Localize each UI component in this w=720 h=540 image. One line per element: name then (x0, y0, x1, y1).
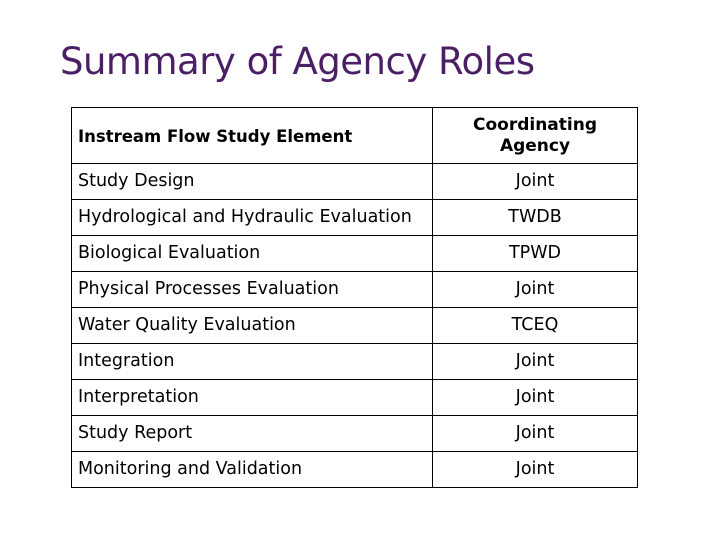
study-element-cell: Hydrological and Hydraulic Evaluation (71, 199, 433, 236)
table-row: Interpretation Joint (71, 379, 638, 416)
study-element-cell: Monitoring and Validation (71, 451, 433, 488)
table-row: Water Quality Evaluation TCEQ (71, 307, 638, 344)
table-row: Integration Joint (71, 343, 638, 380)
study-element-cell: Biological Evaluation (71, 235, 433, 272)
table-row: Monitoring and Validation Joint (71, 451, 638, 488)
study-element-cell: Water Quality Evaluation (71, 307, 433, 344)
table-row: Study Report Joint (71, 415, 638, 452)
study-element-cell: Interpretation (71, 379, 433, 416)
table-row: Physical Processes Evaluation Joint (71, 271, 638, 308)
study-element-cell: Physical Processes Evaluation (71, 271, 433, 308)
coordinating-agency-cell: Joint (432, 415, 638, 452)
table-body: Study Design Joint Hydrological and Hydrau… (71, 163, 638, 488)
coordinating-agency-cell: TCEQ (432, 307, 638, 344)
coordinating-agency-cell: Joint (432, 271, 638, 308)
coordinating-agency-cell: Joint (432, 451, 638, 488)
slide-title: Summary of Agency Roles (60, 40, 535, 83)
table-row: Hydrological and Hydraulic Evaluation TWD… (71, 199, 638, 236)
header-coordinating-agency: Coordinating Agency (432, 107, 638, 164)
study-element-cell: Study Report (71, 415, 433, 452)
coordinating-agency-cell: TWDB (432, 199, 638, 236)
table-row: Study Design Joint (71, 163, 638, 200)
study-element-cell: Integration (71, 343, 433, 380)
coordinating-agency-cell: TPWD (432, 235, 638, 272)
agency-roles-table: Instream Flow Study Element Coordinating… (71, 107, 638, 488)
table-row: Biological Evaluation TPWD (71, 235, 638, 272)
coordinating-agency-cell: Joint (432, 163, 638, 200)
study-element-cell: Study Design (71, 163, 433, 200)
coordinating-agency-cell: Joint (432, 379, 638, 416)
header-study-element: Instream Flow Study Element (71, 107, 433, 164)
coordinating-agency-cell: Joint (432, 343, 638, 380)
table-header-row: Instream Flow Study Element Coordinating… (71, 107, 638, 164)
